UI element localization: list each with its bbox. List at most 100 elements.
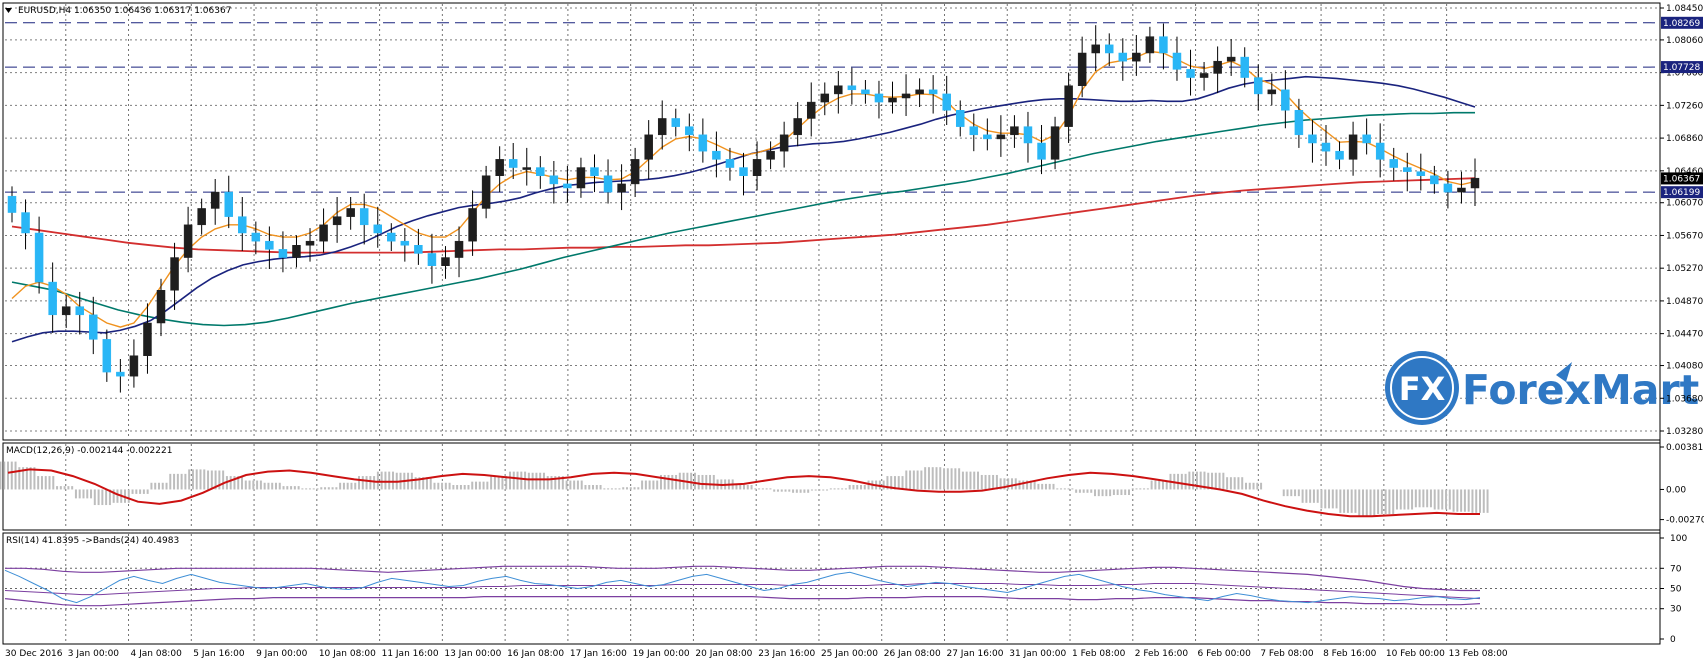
- candle[interactable]: [1294, 110, 1304, 136]
- candle[interactable]: [847, 85, 857, 91]
- candle[interactable]: [183, 224, 193, 258]
- candle[interactable]: [1470, 177, 1480, 189]
- candle[interactable]: [522, 167, 532, 170]
- candle[interactable]: [657, 118, 667, 136]
- candle[interactable]: [1362, 134, 1371, 144]
- candle[interactable]: [1064, 85, 1073, 127]
- candle[interactable]: [712, 150, 721, 160]
- rsi-pane[interactable]: RSI(14) 41.8395 ->Bands(24) 40.4983: [2, 532, 1661, 645]
- candle[interactable]: [1335, 150, 1344, 160]
- candle[interactable]: [576, 167, 586, 189]
- candle[interactable]: [48, 281, 57, 316]
- candle[interactable]: [75, 306, 84, 316]
- candle[interactable]: [617, 183, 626, 193]
- candle[interactable]: [874, 93, 884, 103]
- candle[interactable]: [1281, 89, 1290, 111]
- candle[interactable]: [766, 150, 775, 160]
- candle[interactable]: [427, 253, 437, 266]
- candle[interactable]: [779, 134, 789, 152]
- candle[interactable]: [1416, 171, 1426, 176]
- candle[interactable]: [7, 195, 17, 213]
- candle[interactable]: [1105, 44, 1114, 54]
- candle[interactable]: [1132, 52, 1141, 62]
- candle[interactable]: [441, 257, 450, 266]
- candle[interactable]: [373, 224, 382, 234]
- candle[interactable]: [319, 224, 328, 242]
- candle[interactable]: [752, 159, 762, 176]
- candle[interactable]: [1430, 175, 1439, 185]
- candle[interactable]: [1186, 69, 1195, 78]
- candle[interactable]: [698, 134, 708, 152]
- header-triangle-icon[interactable]: [5, 8, 12, 13]
- candle[interactable]: [806, 101, 816, 119]
- candle[interactable]: [21, 212, 30, 234]
- candle[interactable]: [468, 208, 477, 242]
- candle[interactable]: [1226, 56, 1236, 62]
- candle[interactable]: [1267, 89, 1277, 95]
- candle[interactable]: [1443, 183, 1453, 193]
- candle[interactable]: [224, 191, 233, 217]
- candle[interactable]: [942, 93, 951, 111]
- candle[interactable]: [725, 159, 735, 168]
- candle[interactable]: [1199, 73, 1209, 78]
- candle[interactable]: [1023, 126, 1033, 144]
- candle[interactable]: [969, 126, 979, 136]
- candle[interactable]: [495, 159, 504, 176]
- candle[interactable]: [89, 314, 98, 340]
- candle[interactable]: [644, 134, 653, 160]
- candle[interactable]: [508, 159, 518, 168]
- candle[interactable]: [332, 216, 342, 226]
- candle[interactable]: [170, 257, 179, 291]
- candle[interactable]: [861, 89, 870, 95]
- candle[interactable]: [292, 245, 301, 258]
- candle[interactable]: [928, 89, 938, 95]
- candle[interactable]: [1037, 142, 1046, 160]
- candle[interactable]: [265, 240, 274, 250]
- candle[interactable]: [1050, 126, 1060, 160]
- candle[interactable]: [1254, 77, 1263, 95]
- candle[interactable]: [1159, 36, 1168, 54]
- candle[interactable]: [603, 175, 613, 193]
- candle[interactable]: [1172, 52, 1182, 70]
- candle[interactable]: [549, 175, 559, 185]
- candle[interactable]: [143, 322, 152, 356]
- candle[interactable]: [996, 134, 1006, 140]
- candle[interactable]: [1389, 159, 1398, 168]
- candle[interactable]: [454, 240, 464, 258]
- candle[interactable]: [102, 339, 112, 373]
- candle[interactable]: [1348, 134, 1358, 160]
- candle[interactable]: [481, 175, 491, 209]
- candle[interactable]: [901, 93, 911, 99]
- candle[interactable]: [238, 216, 247, 234]
- candle[interactable]: [400, 240, 410, 246]
- candle[interactable]: [1077, 52, 1087, 86]
- candle[interactable]: [1010, 126, 1019, 136]
- candle[interactable]: [305, 240, 315, 246]
- candle[interactable]: [197, 208, 206, 226]
- candle[interactable]: [739, 167, 748, 176]
- candle[interactable]: [590, 167, 599, 176]
- candle[interactable]: [61, 306, 71, 316]
- candle[interactable]: [1308, 134, 1317, 144]
- candle[interactable]: [983, 134, 992, 140]
- candle[interactable]: [1321, 142, 1331, 152]
- candle[interactable]: [1145, 36, 1155, 54]
- candle[interactable]: [630, 159, 640, 185]
- candle[interactable]: [820, 93, 830, 103]
- candle[interactable]: [359, 208, 369, 226]
- candle[interactable]: [834, 85, 843, 95]
- candle[interactable]: [1118, 52, 1128, 62]
- candle[interactable]: [915, 89, 924, 95]
- candle[interactable]: [346, 208, 355, 217]
- candle[interactable]: [888, 97, 897, 103]
- candle[interactable]: [1213, 60, 1222, 74]
- candle[interactable]: [34, 232, 44, 283]
- candle[interactable]: [671, 118, 681, 127]
- candle[interactable]: [210, 191, 220, 209]
- candle[interactable]: [1375, 142, 1385, 160]
- candle[interactable]: [414, 245, 423, 254]
- candle[interactable]: [1403, 167, 1412, 172]
- candle[interactable]: [156, 290, 166, 324]
- candle[interactable]: [563, 183, 572, 189]
- main-price-pane[interactable]: FX ForexMart EURUSD,H4 1.06350 1.06436 1…: [2, 2, 1699, 441]
